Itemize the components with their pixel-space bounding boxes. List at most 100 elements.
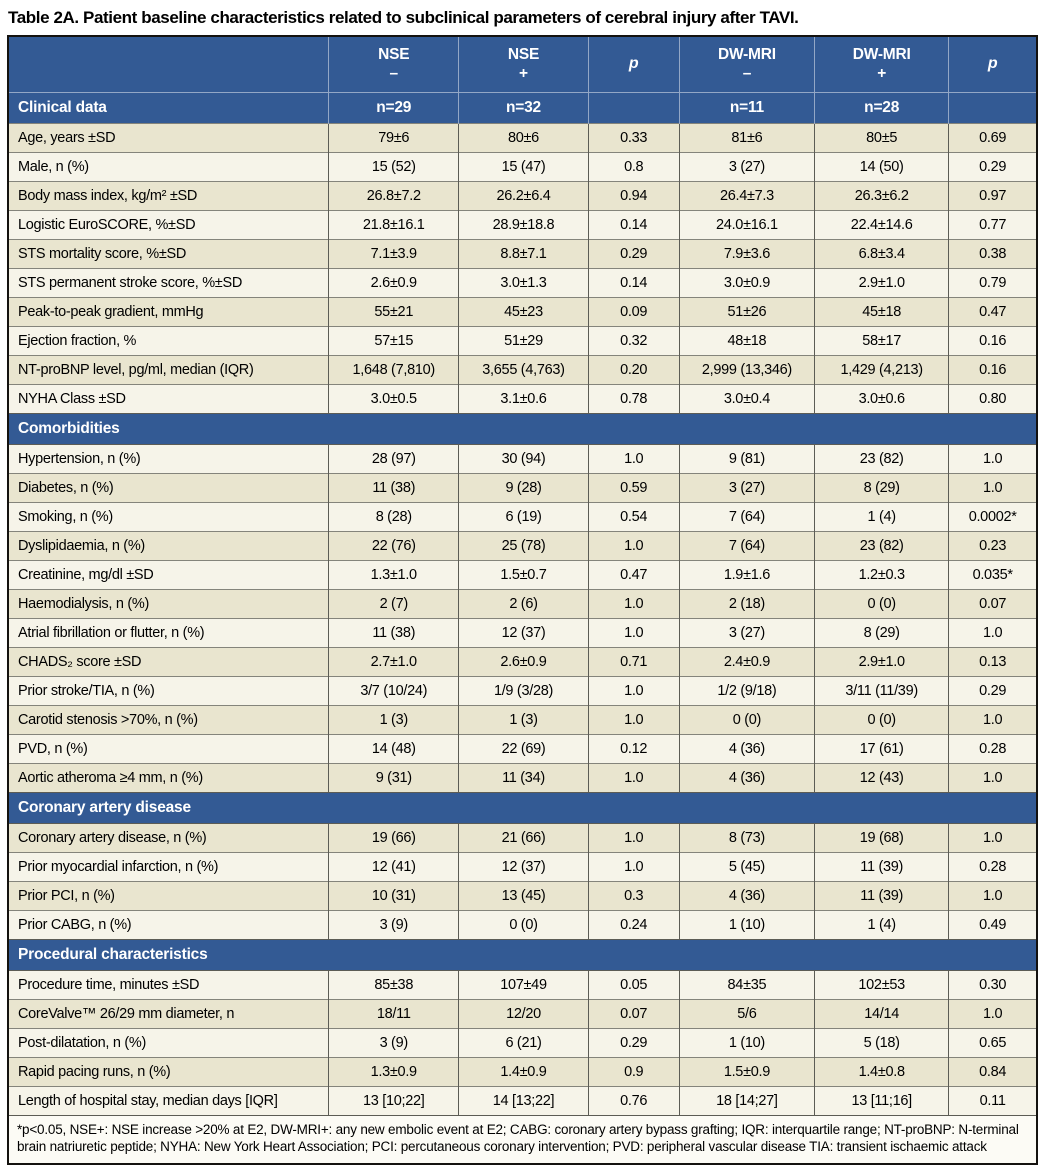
cell-value: 18/11 [328, 999, 459, 1028]
cell-value: 8 (28) [328, 502, 459, 531]
cell-value: 3 (9) [328, 1028, 459, 1057]
cell-value: 11 (39) [814, 852, 949, 881]
table-row: STS mortality score, %±SD 7.1±3.9 8.8±7.1 0… [8, 239, 1037, 268]
row-label: Prior stroke/TIA, n (%) [8, 676, 329, 705]
cell-value: 84±35 [678, 970, 815, 999]
cell-value: 1/2 (9/18) [678, 676, 815, 705]
row-label: Logistic EuroSCORE, %±SD [8, 210, 329, 239]
section-header-row: Coronary artery disease [8, 792, 1037, 823]
column-header-p: p [587, 36, 680, 92]
column-header-dw-mri–: DW-MRI – [678, 36, 815, 92]
cell-value: 1 (10) [678, 910, 815, 939]
cell-value: 11 (38) [328, 473, 459, 502]
cell-value: 2,999 (13,346) [678, 355, 815, 384]
cell-value: 3.1±0.6 [458, 384, 589, 413]
cell-value: 2.6±0.9 [458, 647, 589, 676]
row-label: NT-proBNP level, pg/ml, median (IQR) [8, 355, 329, 384]
row-label: Body mass index, kg/m² ±SD [8, 181, 329, 210]
cell-value: 4 (36) [678, 881, 815, 910]
table-row: Prior myocardial infarction, n (%) 12 (41… [8, 852, 1037, 881]
cell-value: 0.14 [587, 268, 680, 297]
footnote-row: *p<0.05, NSE+: NSE increase >20% at E2, … [8, 1115, 1037, 1165]
cell-value: 2.7±1.0 [328, 647, 459, 676]
cell-value: 51±26 [678, 297, 815, 326]
cell-value: 1 (4) [814, 502, 949, 531]
cell-value: 2 (7) [328, 589, 459, 618]
cell-value: 12 (43) [814, 763, 949, 792]
cell-value: 1.0 [587, 531, 680, 560]
cell-value: 22.4±14.6 [814, 210, 949, 239]
row-label: CHADS₂ score ±SD [8, 647, 329, 676]
table-row: Hypertension, n (%) 28 (97) 30 (94) 1.0 9 (8… [8, 444, 1037, 473]
cell-value: 6 (21) [458, 1028, 589, 1057]
row-label: Aortic atheroma ≥4 mm, n (%) [8, 763, 329, 792]
cell-value: 0.09 [587, 297, 680, 326]
row-label: Haemodialysis, n (%) [8, 589, 329, 618]
cell-value: 1.0 [587, 444, 680, 473]
cell-value: 0 (0) [814, 589, 949, 618]
cell-value: 45±18 [814, 297, 949, 326]
cell-value: 0.29 [948, 152, 1037, 181]
cell-value: 9 (28) [458, 473, 589, 502]
section-title: Coronary artery disease [8, 792, 1037, 823]
patient-characteristics-table: NSE – NSE + p DW-MRI – DW-MRI + p Clinical data n=… [7, 35, 1038, 1165]
cell-value: 4 (36) [678, 763, 815, 792]
cell-value: 3 (27) [678, 473, 815, 502]
footnote-text: *p<0.05, NSE+: NSE increase >20% at E2, … [8, 1115, 1037, 1165]
cell-value: 0.28 [948, 734, 1037, 763]
cell-value: 28 (97) [328, 444, 459, 473]
cell-value: 0.28 [948, 852, 1037, 881]
table-row: STS permanent stroke score, %±SD 2.6±0.9 3… [8, 268, 1037, 297]
cell-value: 0.035* [948, 560, 1037, 589]
cell-value: 3,655 (4,763) [458, 355, 589, 384]
cell-value: 15 (52) [328, 152, 459, 181]
cell-value: 1 (10) [678, 1028, 815, 1057]
cell-value: 4 (36) [678, 734, 815, 763]
cell-value: 1.0 [948, 705, 1037, 734]
cell-value: 1 (3) [458, 705, 589, 734]
group-count: n=28 [814, 92, 949, 123]
row-label: Age, years ±SD [8, 123, 329, 152]
cell-value: 0.8 [587, 152, 680, 181]
cell-value: 12/20 [458, 999, 589, 1028]
cell-value: 10 (31) [328, 881, 459, 910]
cell-value: 0.29 [948, 676, 1037, 705]
cell-value: 26.2±6.4 [458, 181, 589, 210]
cell-value: 1/9 (3/28) [458, 676, 589, 705]
cell-value: 14 [13;22] [458, 1086, 589, 1115]
cell-value: 0.11 [948, 1086, 1037, 1115]
cell-value: 79±6 [328, 123, 459, 152]
empty-cell [948, 92, 1037, 123]
table-row: Logistic EuroSCORE, %±SD 21.8±16.1 28.9±18… [8, 210, 1037, 239]
cell-value: 3/7 (10/24) [328, 676, 459, 705]
cell-value: 19 (68) [814, 823, 949, 852]
cell-value: 1.0 [587, 823, 680, 852]
cell-value: 1.5±0.9 [678, 1057, 815, 1086]
cell-value: 1.0 [948, 881, 1037, 910]
cell-value: 0.59 [587, 473, 680, 502]
cell-value: 3 (9) [328, 910, 459, 939]
cell-value: 7.1±3.9 [328, 239, 459, 268]
table-row: Creatinine, mg/dl ±SD 1.3±1.0 1.5±0.7 0.47 1… [8, 560, 1037, 589]
cell-value: 14 (48) [328, 734, 459, 763]
row-label: PVD, n (%) [8, 734, 329, 763]
cell-value: 26.8±7.2 [328, 181, 459, 210]
cell-value: 0.54 [587, 502, 680, 531]
row-label: NYHA Class ±SD [8, 384, 329, 413]
cell-value: 0.30 [948, 970, 1037, 999]
cell-value: 0 (0) [458, 910, 589, 939]
table-row: Diabetes, n (%) 11 (38) 9 (28) 0.59 3 (27) 8 … [8, 473, 1037, 502]
cell-value: 0.14 [587, 210, 680, 239]
cell-value: 1,429 (4,213) [814, 355, 949, 384]
cell-value: 28.9±18.8 [458, 210, 589, 239]
cell-value: 1.2±0.3 [814, 560, 949, 589]
row-label: Prior myocardial infarction, n (%) [8, 852, 329, 881]
cell-value: 17 (61) [814, 734, 949, 763]
column-header-dw-mri+: DW-MRI + [814, 36, 949, 92]
cell-value: 0.84 [948, 1057, 1037, 1086]
cell-value: 30 (94) [458, 444, 589, 473]
cell-value: 0.97 [948, 181, 1037, 210]
empty-cell [587, 92, 680, 123]
cell-value: 22 (76) [328, 531, 459, 560]
cell-value: 12 (37) [458, 618, 589, 647]
